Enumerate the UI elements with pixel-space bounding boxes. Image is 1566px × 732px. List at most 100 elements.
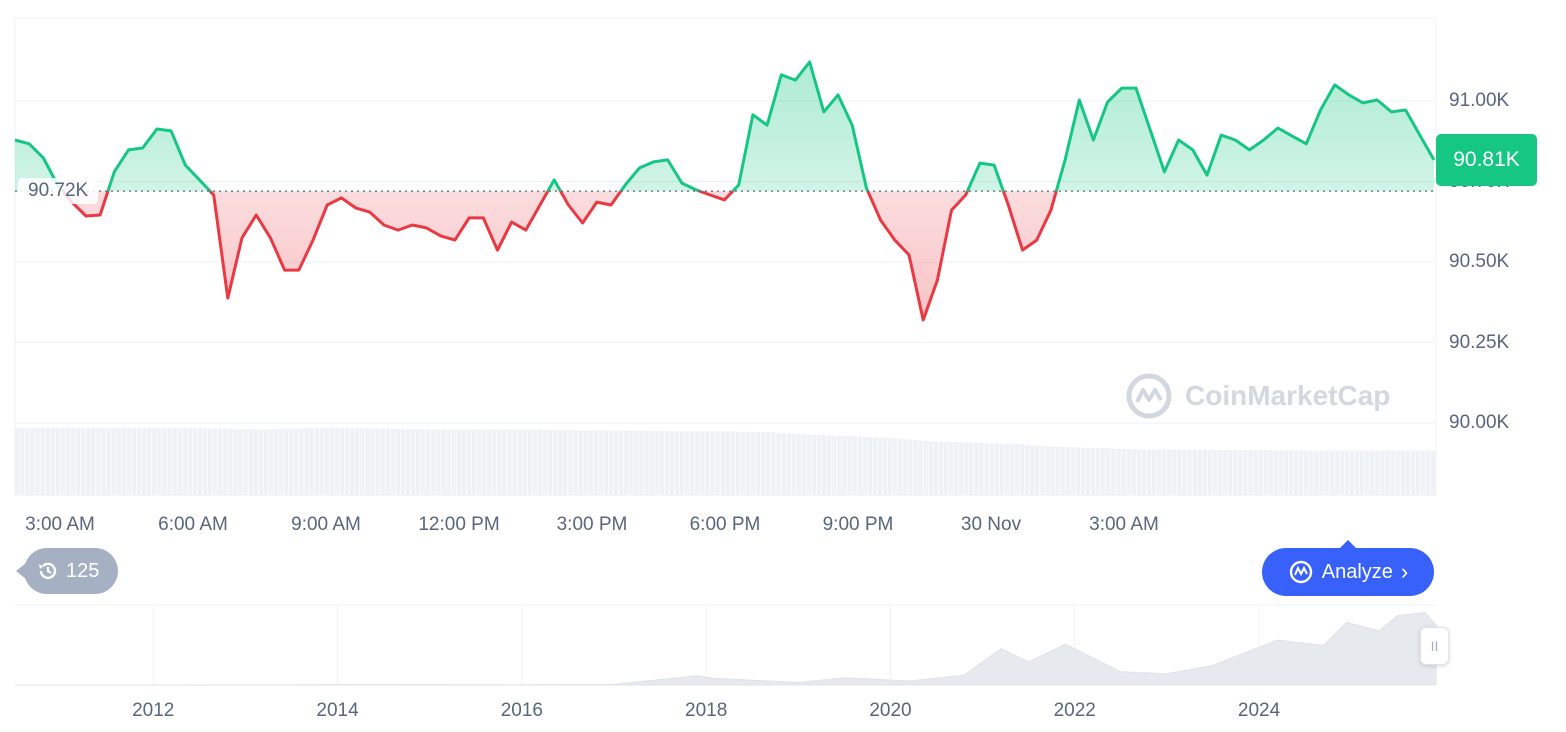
- volume-bar: [471, 429, 477, 495]
- volume-bar: [654, 430, 659, 495]
- volume-bar: [253, 429, 258, 495]
- volume-bar: [659, 430, 664, 495]
- volume-bar: [1238, 450, 1243, 495]
- volume-bar: [689, 431, 695, 495]
- price-area-down: [62, 191, 1057, 320]
- volume-bar: [1187, 449, 1192, 495]
- price-area-up: [15, 62, 1434, 192]
- volume-bar: [101, 428, 106, 495]
- volume-bar: [319, 428, 324, 495]
- volume-bar: [157, 428, 162, 495]
- volume-bar: [1390, 450, 1395, 495]
- volume-bar: [116, 428, 121, 495]
- volume-bar: [65, 428, 71, 495]
- coinmarketcap-watermark: CoinMarketCap: [1125, 372, 1390, 420]
- volume-bar: [634, 430, 639, 495]
- volume-bar: [750, 431, 756, 495]
- volume-bar: [360, 428, 365, 495]
- watermark-text: CoinMarketCap: [1185, 380, 1391, 411]
- volume-bar: [177, 428, 182, 495]
- volume-bar: [837, 435, 842, 495]
- ai-analyze-icon: [1289, 560, 1312, 584]
- volume-bar: [1060, 446, 1065, 495]
- volume-bar: [1101, 448, 1106, 495]
- volume-bar: [776, 432, 781, 495]
- volume-bar: [974, 442, 979, 495]
- volume-bar: [593, 430, 599, 495]
- overview-year-label: 2012: [132, 700, 175, 721]
- volume-bar: [568, 430, 573, 495]
- volume-bar: [187, 428, 193, 495]
- volume-bar: [456, 429, 461, 495]
- volume-bar: [1400, 450, 1405, 495]
- volume-bar: [1182, 449, 1187, 495]
- range-slider-handle[interactable]: II: [1420, 627, 1449, 665]
- overview-year-label: 2016: [500, 700, 543, 721]
- volume-bar: [1151, 449, 1157, 495]
- volume-bar: [400, 428, 406, 495]
- volume-bar: [375, 428, 380, 495]
- volume-bar: [202, 428, 208, 495]
- volume-bar: [816, 435, 822, 495]
- volume-bar: [1334, 450, 1339, 495]
- volume-bar: [512, 429, 517, 495]
- volume-bar: [700, 431, 705, 495]
- volume-bar: [243, 428, 248, 495]
- volume-bar: [847, 436, 852, 495]
- volume-bar: [943, 441, 949, 495]
- volume-bar: [355, 428, 360, 495]
- volume-bar: [1217, 450, 1223, 495]
- volume-bar: [436, 429, 441, 495]
- volume-bar: [1375, 450, 1380, 495]
- volume-bar: [162, 428, 167, 495]
- volume-bar: [618, 430, 624, 495]
- volume-bar: [669, 431, 675, 495]
- volume-bar: [1050, 446, 1055, 495]
- history-icon: [39, 562, 57, 580]
- volume-bar: [1167, 449, 1172, 495]
- volume-bar: [867, 436, 873, 495]
- volume-bar: [771, 432, 776, 495]
- volume-bar: [1370, 450, 1375, 495]
- volume-bar: [497, 429, 502, 495]
- volume-bar: [1314, 450, 1319, 495]
- volume-bar: [979, 442, 984, 495]
- volume-bar: [1233, 450, 1238, 495]
- volume-bar: [684, 431, 690, 495]
- volume-bar: [466, 429, 472, 495]
- volume-bar: [1121, 448, 1126, 495]
- volume-bar: [1298, 450, 1304, 495]
- y-tick-label: 90.00K: [1449, 412, 1510, 433]
- volume-bar: [1339, 450, 1345, 495]
- volume-bar: [1207, 449, 1213, 495]
- volume-bar: [755, 431, 761, 495]
- volume-bar: [786, 433, 791, 495]
- volume-bar: [547, 429, 553, 495]
- volume-bar: [1090, 447, 1096, 495]
- volume-bar: [898, 438, 903, 495]
- volume-bar: [603, 430, 609, 495]
- analyze-button[interactable]: Analyze ›: [1262, 540, 1434, 596]
- volume-bar: [1085, 447, 1091, 495]
- history-button[interactable]: 125: [16, 548, 118, 594]
- volume-bar: [1045, 446, 1050, 495]
- x-tick-label: 12:00 PM: [418, 514, 500, 535]
- volume-bar: [857, 436, 862, 495]
- volume-bar: [1309, 450, 1314, 495]
- current-price-badge: 90.81K: [1436, 134, 1537, 186]
- x-tick-label: 30 Nov: [960, 514, 1022, 535]
- x-tick-label: 9:00 PM: [822, 514, 894, 535]
- volume-bar: [1349, 450, 1355, 495]
- volume-bar: [15, 428, 20, 495]
- volume-bar: [705, 431, 710, 495]
- volume-bar: [573, 430, 578, 495]
- volume-bar: [30, 428, 35, 495]
- volume-bar: [441, 429, 446, 495]
- history-count: 125: [66, 559, 100, 582]
- volume-bar: [390, 428, 396, 495]
- volume-bar: [421, 429, 426, 495]
- volume-bar: [1014, 444, 1020, 495]
- chevron-right-icon: ›: [1400, 559, 1409, 584]
- volume-bar: [55, 428, 61, 495]
